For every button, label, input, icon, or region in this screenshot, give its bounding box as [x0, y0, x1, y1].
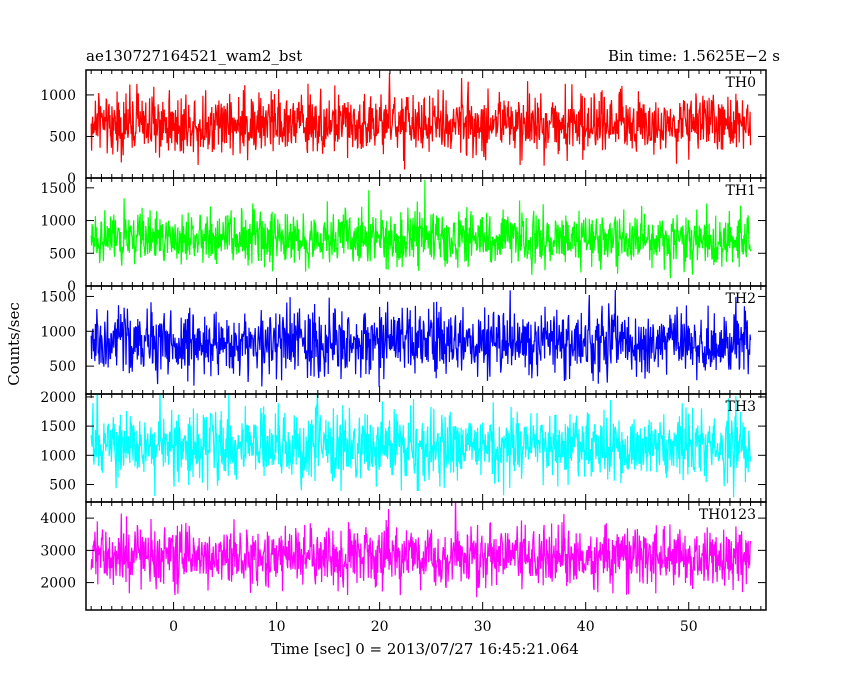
panel-label-th0: TH0	[726, 75, 756, 91]
bin-time-label: Bin time: 1.5625E−2 s	[608, 47, 780, 65]
y-tick-label: 500	[49, 129, 76, 145]
series-th3	[90, 394, 752, 498]
panel-label-th1: TH1	[726, 183, 756, 199]
x-tick-label: 40	[577, 619, 595, 635]
y-tick-label: 4000	[40, 511, 76, 527]
series-th0	[90, 73, 752, 170]
x-axis-label: Time [sec] 0 = 2013/07/27 16:45:21.064	[271, 640, 579, 658]
series-th0123	[90, 502, 752, 598]
panel-label-th3: TH3	[726, 399, 756, 415]
y-tick-label: 1000	[40, 448, 76, 464]
panel-label-th0123: TH0123	[699, 507, 756, 523]
y-tick-label: 1500	[40, 181, 76, 197]
y-tick-label: 500	[49, 359, 76, 375]
panels-group: TH005001000TH1050010001500TH250010001500…	[40, 69, 767, 635]
y-tick-label: 0	[67, 279, 76, 295]
x-tick-label: 10	[268, 619, 286, 635]
x-tick-label: 50	[680, 619, 698, 635]
y-tick-label: 2000	[40, 390, 76, 406]
y-tick-label: 500	[49, 477, 76, 493]
series-th2	[90, 289, 752, 387]
y-axis-label: Counts/sec	[5, 302, 23, 386]
y-tick-label: 1000	[40, 214, 76, 230]
series-th1	[90, 179, 752, 279]
y-tick-label: 1500	[40, 289, 76, 305]
y-tick-label: 500	[49, 246, 76, 262]
y-tick-label: 1500	[40, 419, 76, 435]
x-tick-label: 0	[169, 619, 178, 635]
x-tick-label: 30	[474, 619, 492, 635]
panel-label-th2: TH2	[726, 291, 756, 307]
y-tick-label: 0	[67, 171, 76, 187]
y-tick-label: 3000	[40, 543, 76, 559]
y-tick-label: 1000	[40, 88, 76, 104]
y-tick-label: 1000	[40, 324, 76, 340]
y-tick-label: 2000	[40, 576, 76, 592]
x-tick-label: 20	[371, 619, 389, 635]
panel-frame-th0123	[85, 501, 767, 611]
chart-title: ae130727164521_wam2_bst	[86, 47, 302, 65]
